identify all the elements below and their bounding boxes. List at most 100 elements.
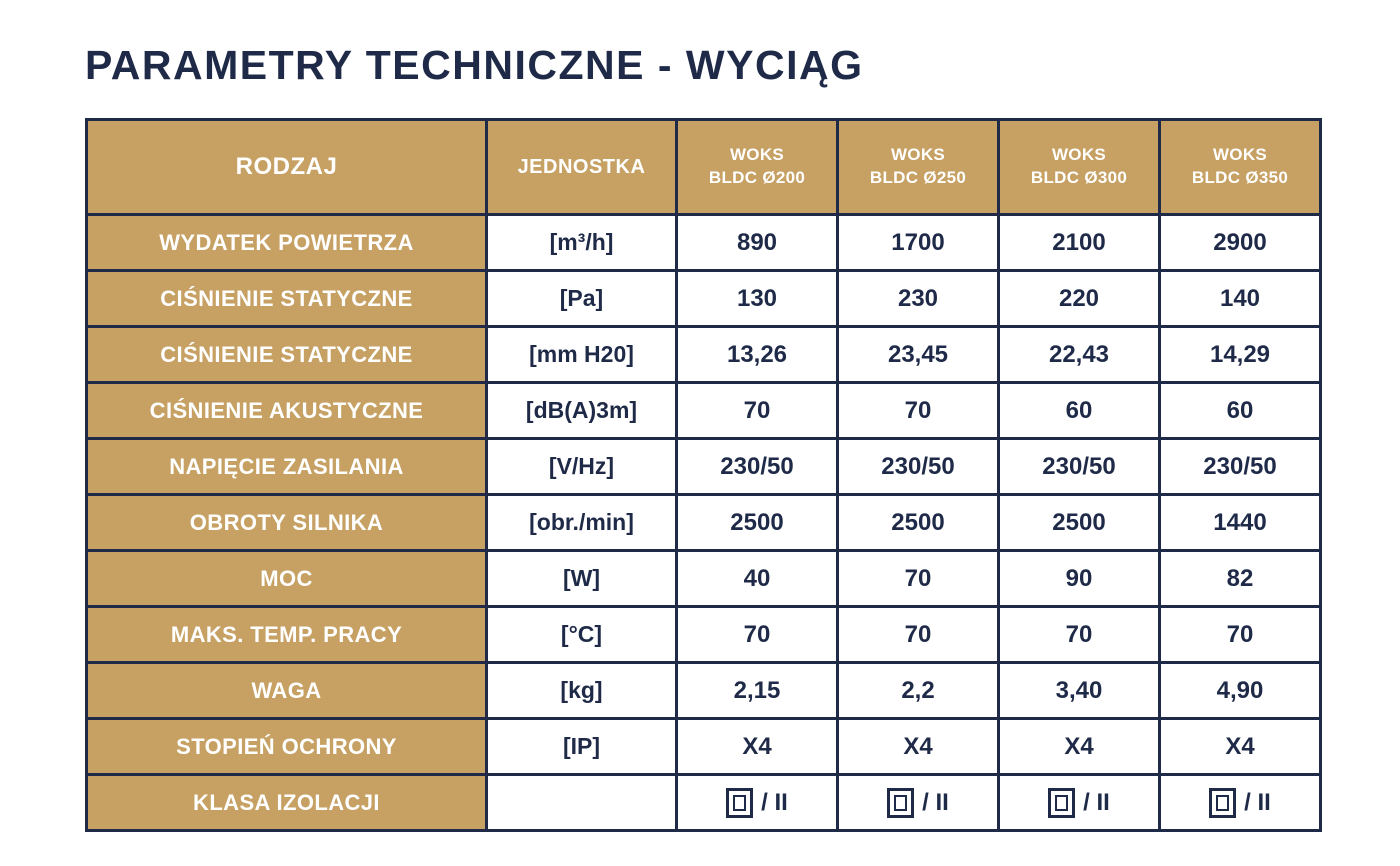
row-label: NAPIĘCIE ZASILANIA (85, 437, 488, 496)
cell-value: 22,43 (997, 325, 1161, 384)
cell-value: 2,2 (836, 661, 1000, 720)
cell-value: X4 (997, 717, 1161, 776)
row-unit: [W] (485, 549, 678, 608)
product-name-line1: WOKS (1212, 145, 1268, 165)
product-name-line1: WOKS (1051, 145, 1107, 165)
table-row-cisnienie-akustyczne: CIŚNIENIE AKUSTYCZNE [dB(A)3m] 70 70 60 … (85, 381, 1322, 440)
cell-value: 70 (1158, 605, 1322, 664)
cell-value: 2500 (997, 493, 1161, 552)
row-unit: [Pa] (485, 269, 678, 328)
cell-value: 230/50 (1158, 437, 1322, 496)
table-row-napiecie-zasilania: NAPIĘCIE ZASILANIA [V/Hz] 230/50 230/50 … (85, 437, 1322, 496)
row-label: KLASA IZOLACJI (85, 773, 488, 832)
table-row-wydatek-powietrza: WYDATEK POWIETRZA [m³/h] 890 1700 2100 2… (85, 213, 1322, 272)
cell-value: 2500 (836, 493, 1000, 552)
table-row-cisnienie-statyczne-mmh2o: CIŚNIENIE STATYCZNE [mm H20] 13,26 23,45… (85, 325, 1322, 384)
product-name-line1: WOKS (890, 145, 946, 165)
row-label: WAGA (85, 661, 488, 720)
row-label: OBROTY SILNIKA (85, 493, 488, 552)
cell-value: 70 (675, 605, 839, 664)
cell-value: 40 (675, 549, 839, 608)
row-unit: [IP] (485, 717, 678, 776)
row-label: WYDATEK POWIETRZA (85, 213, 488, 272)
table-row-moc: MOC [W] 40 70 90 82 (85, 549, 1322, 608)
column-header-woks-bldc-200: WOKS BLDC Ø200 (675, 118, 839, 216)
page-title: PARAMETRY TECHNICZNE - WYCIĄG (85, 42, 864, 88)
cell-value: 14,29 (1158, 325, 1322, 384)
column-header-woks-bldc-250: WOKS BLDC Ø250 (836, 118, 1000, 216)
cell-value: 23,45 (836, 325, 1000, 384)
insulation-class-text: / II (922, 788, 949, 816)
row-label: STOPIEŃ OCHRONY (85, 717, 488, 776)
cell-value: 2,15 (675, 661, 839, 720)
cell-value: 220 (997, 269, 1161, 328)
cell-value: 70 (836, 605, 1000, 664)
table-row-cisnienie-statyczne-pa: CIŚNIENIE STATYCZNE [Pa] 130 230 220 140 (85, 269, 1322, 328)
cell-value: 230/50 (997, 437, 1161, 496)
table-row-waga: WAGA [kg] 2,15 2,2 3,40 4,90 (85, 661, 1322, 720)
cell-value: 140 (1158, 269, 1322, 328)
cell-value: 70 (836, 381, 1000, 440)
row-label: MOC (85, 549, 488, 608)
insulation-class-text: / II (1083, 788, 1110, 816)
insulation-class-text: / II (761, 788, 788, 816)
product-name-line2: BLDC Ø250 (869, 168, 967, 187)
row-label: MAKS. TEMP. PRACY (85, 605, 488, 664)
row-unit (485, 773, 678, 832)
cell-value: X4 (675, 717, 839, 776)
class-ii-double-insulation-icon (1209, 787, 1237, 818)
cell-value: / II (675, 773, 839, 832)
row-unit: [V/Hz] (485, 437, 678, 496)
column-header-woks-bldc-300: WOKS BLDC Ø300 (997, 118, 1161, 216)
product-name-line2: BLDC Ø200 (708, 168, 806, 187)
row-unit: [m³/h] (485, 213, 678, 272)
row-label: CIŚNIENIE AKUSTYCZNE (85, 381, 488, 440)
class-ii-double-insulation-icon (726, 787, 754, 818)
cell-value: 60 (997, 381, 1161, 440)
row-label: CIŚNIENIE STATYCZNE (85, 269, 488, 328)
cell-value: 2900 (1158, 213, 1322, 272)
cell-value: / II (997, 773, 1161, 832)
cell-value: 82 (1158, 549, 1322, 608)
row-unit: [obr./min] (485, 493, 678, 552)
cell-value: 230/50 (675, 437, 839, 496)
cell-value: 4,90 (1158, 661, 1322, 720)
insulation-class-text: / II (1244, 788, 1271, 816)
technical-parameters-table: RODZAJ JEDNOSTKA WOKS BLDC Ø200 WOKS BLD… (85, 118, 1322, 832)
row-unit: [dB(A)3m] (485, 381, 678, 440)
cell-value: 2500 (675, 493, 839, 552)
cell-value: 890 (675, 213, 839, 272)
cell-value: 70 (675, 381, 839, 440)
class-ii-double-insulation-icon (887, 787, 915, 818)
table-row-obroty-silnika: OBROTY SILNIKA [obr./min] 2500 2500 2500… (85, 493, 1322, 552)
table-header-row: RODZAJ JEDNOSTKA WOKS BLDC Ø200 WOKS BLD… (85, 118, 1322, 216)
cell-value: 130 (675, 269, 839, 328)
cell-value: 90 (997, 549, 1161, 608)
class-ii-double-insulation-icon (1048, 787, 1076, 818)
cell-value: / II (1158, 773, 1322, 832)
cell-value: 70 (997, 605, 1161, 664)
cell-value: / II (836, 773, 1000, 832)
cell-value: 60 (1158, 381, 1322, 440)
row-label: CIŚNIENIE STATYCZNE (85, 325, 488, 384)
cell-value: 230 (836, 269, 1000, 328)
cell-value: 3,40 (997, 661, 1161, 720)
cell-value: 1700 (836, 213, 1000, 272)
product-name-line1: WOKS (729, 145, 785, 165)
table-row-stopien-ochrony: STOPIEŃ OCHRONY [IP] X4 X4 X4 X4 (85, 717, 1322, 776)
cell-value: X4 (836, 717, 1000, 776)
column-header-jednostka: JEDNOSTKA (485, 118, 678, 216)
product-name-line2: BLDC Ø300 (1030, 168, 1128, 187)
cell-value: 1440 (1158, 493, 1322, 552)
cell-value: 230/50 (836, 437, 1000, 496)
cell-value: 70 (836, 549, 1000, 608)
row-unit: [mm H20] (485, 325, 678, 384)
cell-value: 2100 (997, 213, 1161, 272)
product-name-line2: BLDC Ø350 (1191, 168, 1289, 187)
cell-value: 13,26 (675, 325, 839, 384)
table-row-klasa-izolacji: KLASA IZOLACJI / II / II (85, 773, 1322, 832)
column-header-rodzaj: RODZAJ (85, 118, 488, 216)
column-header-woks-bldc-350: WOKS BLDC Ø350 (1158, 118, 1322, 216)
row-unit: [°C] (485, 605, 678, 664)
